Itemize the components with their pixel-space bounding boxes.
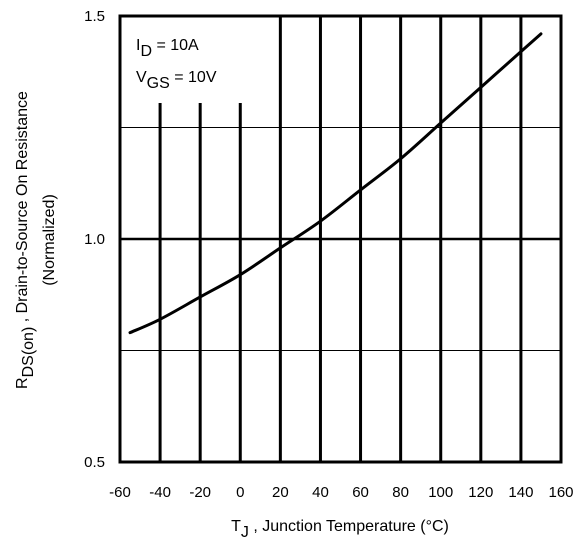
annotation-block: ID = 10A VGS = 10V bbox=[121, 17, 247, 103]
annotation-id: ID = 10A bbox=[136, 37, 199, 60]
y-tick-label: 1.0 bbox=[84, 231, 105, 248]
series-line bbox=[128, 32, 543, 335]
x-tick-label: 0 bbox=[236, 484, 244, 501]
x-tick-labels: -60 -40 -20 0 20 40 60 80 100 120 140 160 bbox=[109, 484, 573, 501]
x-tick-label: 20 bbox=[272, 484, 289, 501]
x-tick-label: 120 bbox=[468, 484, 493, 501]
y-axis-label-line2: (Normalized) bbox=[41, 194, 58, 286]
y-axis-label: RDS(on) , Drain-to-Source On Resistance bbox=[14, 91, 37, 389]
x-tick-label: -40 bbox=[149, 484, 171, 501]
x-tick-label: 60 bbox=[352, 484, 369, 501]
x-tick-label: 80 bbox=[392, 484, 409, 501]
x-tick-label: 160 bbox=[548, 484, 573, 501]
annotation-vgs: VGS = 10V bbox=[136, 69, 217, 92]
x-tick-label: 100 bbox=[428, 484, 453, 501]
y-axis-label-group: RDS(on) , Drain-to-Source On Resistance … bbox=[14, 91, 58, 389]
y-tick-label: 0.5 bbox=[84, 454, 105, 471]
x-tick-label: -60 bbox=[109, 484, 131, 501]
y-tick-labels: 0.5 1.0 1.5 bbox=[84, 8, 105, 471]
annotation-box bbox=[121, 17, 247, 103]
plot-frame bbox=[118, 14, 563, 464]
x-tick-label: -20 bbox=[189, 484, 211, 501]
x-tick-label: 40 bbox=[312, 484, 329, 501]
x-tick-label: 140 bbox=[508, 484, 533, 501]
x-axis-label: TJ , Junction Temperature (°C) bbox=[231, 518, 449, 541]
y-tick-label: 1.5 bbox=[84, 8, 105, 25]
